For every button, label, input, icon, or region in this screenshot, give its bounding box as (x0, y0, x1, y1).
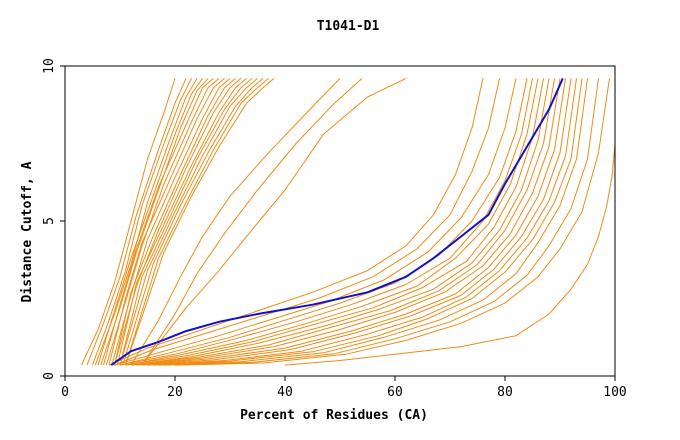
series-line-group-a-6 (103, 78, 214, 366)
series-line-group-c-6 (125, 78, 544, 366)
x-tick-label: 80 (497, 385, 513, 400)
series-line-group-d-0 (284, 78, 616, 366)
series-line-group-b-2 (141, 77, 407, 366)
x-tick-label: 0 (61, 385, 69, 400)
series-line-group-a-10 (114, 78, 236, 366)
series-line-group-a-3 (94, 78, 198, 366)
series-line-highlight (110, 77, 564, 366)
y-tick-label: 0 (42, 372, 57, 380)
x-axis-label: Percent of Residues (CA) (240, 408, 428, 423)
plot-area (81, 77, 616, 366)
x-tick-label: 60 (387, 385, 403, 400)
series-line-group-c-7 (130, 78, 550, 366)
y-axis-label: Distance Cutoff, A (20, 161, 35, 302)
series-line-group-a-8 (108, 78, 225, 366)
x-axis: 0 20 40 60 80 100 (61, 376, 627, 400)
series-line-group-a-4 (97, 78, 203, 366)
series-line-group-a-12 (116, 78, 247, 366)
series-line-group-c-2 (114, 78, 517, 366)
series-line-group-c-5 (125, 78, 539, 366)
series-line-group-c-14 (158, 78, 588, 366)
series-line-group-c-8 (130, 78, 555, 366)
series-line-group-a-13 (119, 78, 253, 366)
y-tick-label: 5 (42, 217, 57, 225)
series-line-group-a-2 (92, 78, 192, 366)
y-tick-label: 10 (42, 58, 57, 74)
x-tick-label: 100 (603, 385, 626, 400)
series-line-group-a-5 (100, 78, 209, 366)
chart-title: T1041-D1 (317, 19, 380, 34)
series-line-group-c-9 (136, 78, 561, 366)
series-line-group-c-3 (119, 78, 528, 366)
series-line-group-a-11 (114, 78, 242, 366)
y-axis: 0 5 10 (42, 58, 65, 380)
series-line-group-a-1 (86, 78, 187, 366)
series-line-group-a-17 (125, 78, 275, 366)
series-line-group-a-7 (105, 78, 220, 366)
series-line-group-a-14 (119, 78, 258, 366)
series-line-group-a-0 (81, 78, 176, 366)
series-line-group-c-4 (119, 78, 533, 366)
series-line-group-c-16 (174, 78, 610, 366)
series-line-group-c-0 (108, 78, 484, 366)
series-line-group-c-13 (152, 78, 583, 366)
series-line-group-b-1 (141, 78, 363, 366)
series-line-group-c-11 (141, 78, 572, 366)
series-line-group-c-12 (147, 78, 577, 366)
series-line-group-a-16 (125, 78, 269, 366)
series-line-group-a-15 (122, 78, 264, 366)
series-line-group-a-9 (111, 78, 231, 366)
series-line-group-b-0 (130, 78, 341, 366)
x-tick-label: 40 (277, 385, 293, 400)
series-line-group-c-15 (163, 78, 599, 366)
series-line-group-c-10 (136, 78, 566, 366)
series-line-group-c-1 (114, 78, 500, 366)
x-tick-label: 20 (167, 385, 183, 400)
